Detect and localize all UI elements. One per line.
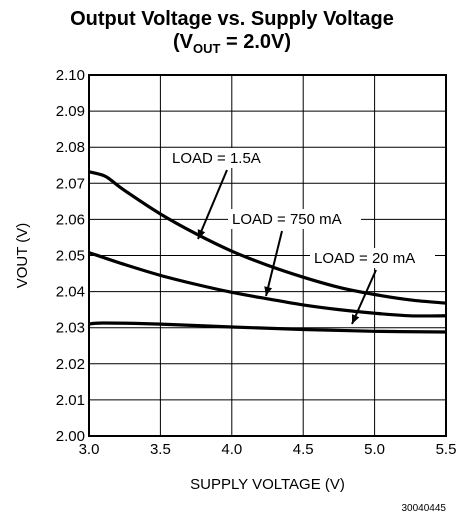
annotation-arrow-line xyxy=(265,230,283,297)
subtitle-subscript: OUT xyxy=(192,41,221,56)
annotation-label: LOAD = 1.5A xyxy=(172,150,261,167)
y-tick-label: 2.09 xyxy=(56,103,85,120)
series-line-1 xyxy=(88,251,447,318)
y-tick-label: 2.04 xyxy=(56,284,85,301)
y-tick-label: 2.01 xyxy=(56,392,85,409)
annotation-arrowhead xyxy=(264,286,273,296)
subtitle-prefix: (V xyxy=(172,31,193,53)
y-tick-label: 2.06 xyxy=(56,211,85,228)
annotation-arrow-line xyxy=(197,169,228,240)
annotation-label: LOAD = 750 mA xyxy=(232,211,342,228)
series-line-2 xyxy=(88,321,447,334)
y-tick-label: 2.07 xyxy=(56,175,85,192)
series-lines xyxy=(88,170,447,334)
y-tick-label: 2.03 xyxy=(56,320,85,337)
x-tick-label: 3.5 xyxy=(150,441,171,458)
series-line-0 xyxy=(88,170,447,305)
annotation-box xyxy=(310,248,435,268)
plot-frame xyxy=(88,74,447,437)
chart-title: Output Voltage vs. Supply Voltage xyxy=(70,8,394,30)
annotation-label: LOAD = 20 mA xyxy=(314,250,415,267)
y-tick-label: 2.00 xyxy=(56,428,85,445)
annotation-arrow-line xyxy=(351,269,377,325)
x-tick-label: 5.5 xyxy=(436,441,457,458)
annotations: LOAD = 1.5A LOAD = 750 mA LOAD = 20 mA xyxy=(168,148,435,325)
tick-labels: 2.00 2.01 2.02 2.03 2.04 2.05 2.06 2.07 2.08 2.09… xyxy=(56,67,457,458)
annotation-arrowhead xyxy=(197,229,206,239)
figure-id: 30040445 xyxy=(402,503,447,514)
y-tick-label: 2.05 xyxy=(56,248,85,265)
chart-subtitle: (VOUT = 2.0V) xyxy=(0,31,464,56)
annotation-arrowhead xyxy=(352,314,360,324)
x-tick-label: 4.5 xyxy=(293,441,314,458)
annotation-box xyxy=(228,209,361,229)
y-tick-label: 2.08 xyxy=(56,139,85,156)
y-axis-label: VOUT (V) xyxy=(14,223,31,289)
y-tick-label: 2.10 xyxy=(56,67,85,84)
x-axis-label: SUPPLY VOLTAGE (V) xyxy=(190,476,345,493)
x-tick-label: 4.0 xyxy=(221,441,242,458)
x-tick-label: 3.0 xyxy=(79,441,100,458)
x-tick-label: 5.0 xyxy=(364,441,385,458)
annotation-box xyxy=(168,148,285,168)
subtitle-suffix: = 2.0V) xyxy=(220,31,292,53)
y-tick-label: 2.02 xyxy=(56,356,85,373)
